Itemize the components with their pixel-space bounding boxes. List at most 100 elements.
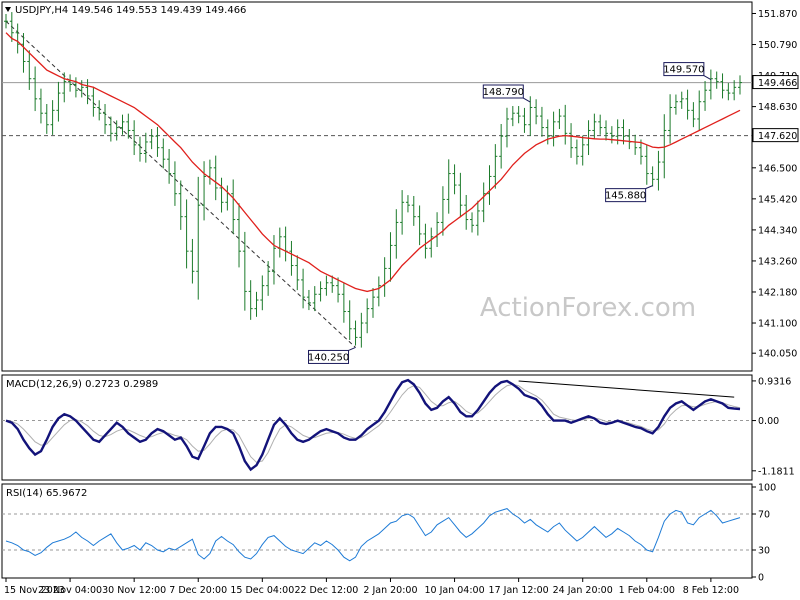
- current-price-badge: 149.466: [752, 75, 799, 90]
- price-annotation-label: 149.570: [663, 65, 704, 76]
- price-bar: [376, 276, 381, 307]
- macd-axis-label: -1.1811: [758, 466, 795, 477]
- rsi-axis-label: 70: [758, 510, 770, 521]
- price-bar: [289, 240, 294, 276]
- price-bar: [539, 106, 544, 137]
- price-bar: [178, 180, 183, 230]
- price-bar: [50, 100, 55, 135]
- rsi-axis-label: 0: [758, 573, 764, 584]
- price-badge-box: [752, 128, 799, 143]
- price-axis-label: 151.870: [758, 9, 797, 20]
- price-bar: [609, 126, 614, 144]
- price-bar: [219, 177, 224, 213]
- moving-average-line: [5, 32, 741, 293]
- price-bar: [679, 91, 684, 109]
- price-bar: [499, 123, 504, 169]
- price-bar: [411, 195, 416, 226]
- price-bar: [155, 127, 160, 157]
- price-axis-label: 150.790: [758, 40, 797, 51]
- price-bar: [446, 159, 451, 214]
- price-bar: [242, 231, 247, 311]
- price-badge-label: 149.466: [758, 78, 797, 89]
- price-bar: [685, 89, 690, 120]
- x-axis-label: 15 Dec 04:00: [230, 585, 294, 596]
- rsi-axis-label: 30: [758, 546, 770, 557]
- price-bar: [673, 94, 678, 115]
- price-bar: [703, 81, 708, 111]
- price-bar: [638, 139, 643, 165]
- x-axis-label: 17 Jan 12:00: [489, 585, 549, 596]
- price-bar: [440, 186, 445, 236]
- price-bar: [347, 300, 352, 340]
- price-bar: [604, 120, 609, 141]
- price-bar: [62, 72, 67, 103]
- macd-line: [5, 378, 741, 472]
- price-bar: [330, 275, 335, 293]
- price-bar: [318, 281, 323, 302]
- price-bar: [38, 88, 43, 124]
- price-bar: [458, 172, 463, 218]
- price-bar: [400, 190, 405, 235]
- watermark: ActionForex.com: [480, 293, 696, 323]
- price-bar: [231, 179, 236, 234]
- axis-layer: 151.870150.790149.710148.630147.540146.5…: [4, 9, 799, 596]
- price-bar: [470, 212, 475, 233]
- price-axis-label: 141.100: [758, 319, 797, 330]
- price-annotation-box: [663, 62, 705, 77]
- price-bar: [336, 277, 341, 303]
- price-axis-label: 140.050: [758, 349, 797, 360]
- price-axis-label: 142.180: [758, 287, 797, 298]
- price-bar: [4, 14, 8, 29]
- price-bar: [21, 33, 26, 73]
- price-bar: [569, 123, 574, 158]
- price-bar: [237, 203, 242, 268]
- price-bar: [417, 205, 422, 246]
- price-bar: [551, 111, 556, 147]
- price-bar: [27, 50, 32, 90]
- price-bar: [295, 255, 300, 291]
- price-bar: [522, 107, 527, 133]
- price-bar: [394, 209, 399, 259]
- price-bar: [137, 136, 142, 162]
- price-bar: [324, 275, 329, 296]
- price-bar: [254, 291, 259, 317]
- rsi-line: [5, 508, 741, 562]
- price-bar: [266, 261, 271, 296]
- price-bar: [656, 150, 661, 191]
- price-bar: [481, 182, 486, 223]
- x-axis-label: 10 Jan 04:00: [424, 585, 484, 596]
- price-bar: [528, 96, 533, 136]
- price-bar: [68, 74, 73, 92]
- price-badge-box: [752, 75, 799, 90]
- price-annotation-leader: [348, 346, 356, 351]
- price-bar: [668, 94, 673, 144]
- price-bar: [353, 320, 358, 346]
- price-bar: [738, 75, 742, 95]
- price-layer: 140.250 148.790 145.880 149.570: [2, 12, 752, 364]
- price-bar: [563, 104, 568, 145]
- price-bar: [510, 106, 515, 127]
- price-axis-label: 145.420: [758, 194, 797, 205]
- price-bar: [44, 104, 49, 134]
- price-bar: [9, 12, 14, 42]
- price-bar: [306, 289, 311, 311]
- price-bar: [161, 138, 166, 169]
- price-bar: [196, 176, 201, 300]
- price-bar: [493, 144, 498, 189]
- rsi-panel-frame: [1, 483, 753, 579]
- price-panel-frame: [1, 1, 753, 372]
- price-annotation-label: 145.880: [605, 191, 646, 202]
- x-axis-label: 2 Jan 20:00: [363, 585, 417, 596]
- price-bar: [56, 81, 61, 122]
- collapse-triangle-icon[interactable]: [5, 7, 11, 12]
- macd-axis-label: 0.00: [758, 416, 779, 427]
- price-bar: [732, 80, 737, 101]
- price-bar: [312, 286, 317, 312]
- x-axis-label: 24 Jan 20:00: [553, 585, 613, 596]
- price-bar: [708, 69, 713, 100]
- x-axis-label: 22 Dec 12:00: [294, 585, 358, 596]
- price-bar: [405, 195, 410, 213]
- price-bar: [114, 120, 119, 141]
- level-price-badge: 147.620: [752, 128, 799, 143]
- price-annotation: 149.570: [663, 62, 712, 81]
